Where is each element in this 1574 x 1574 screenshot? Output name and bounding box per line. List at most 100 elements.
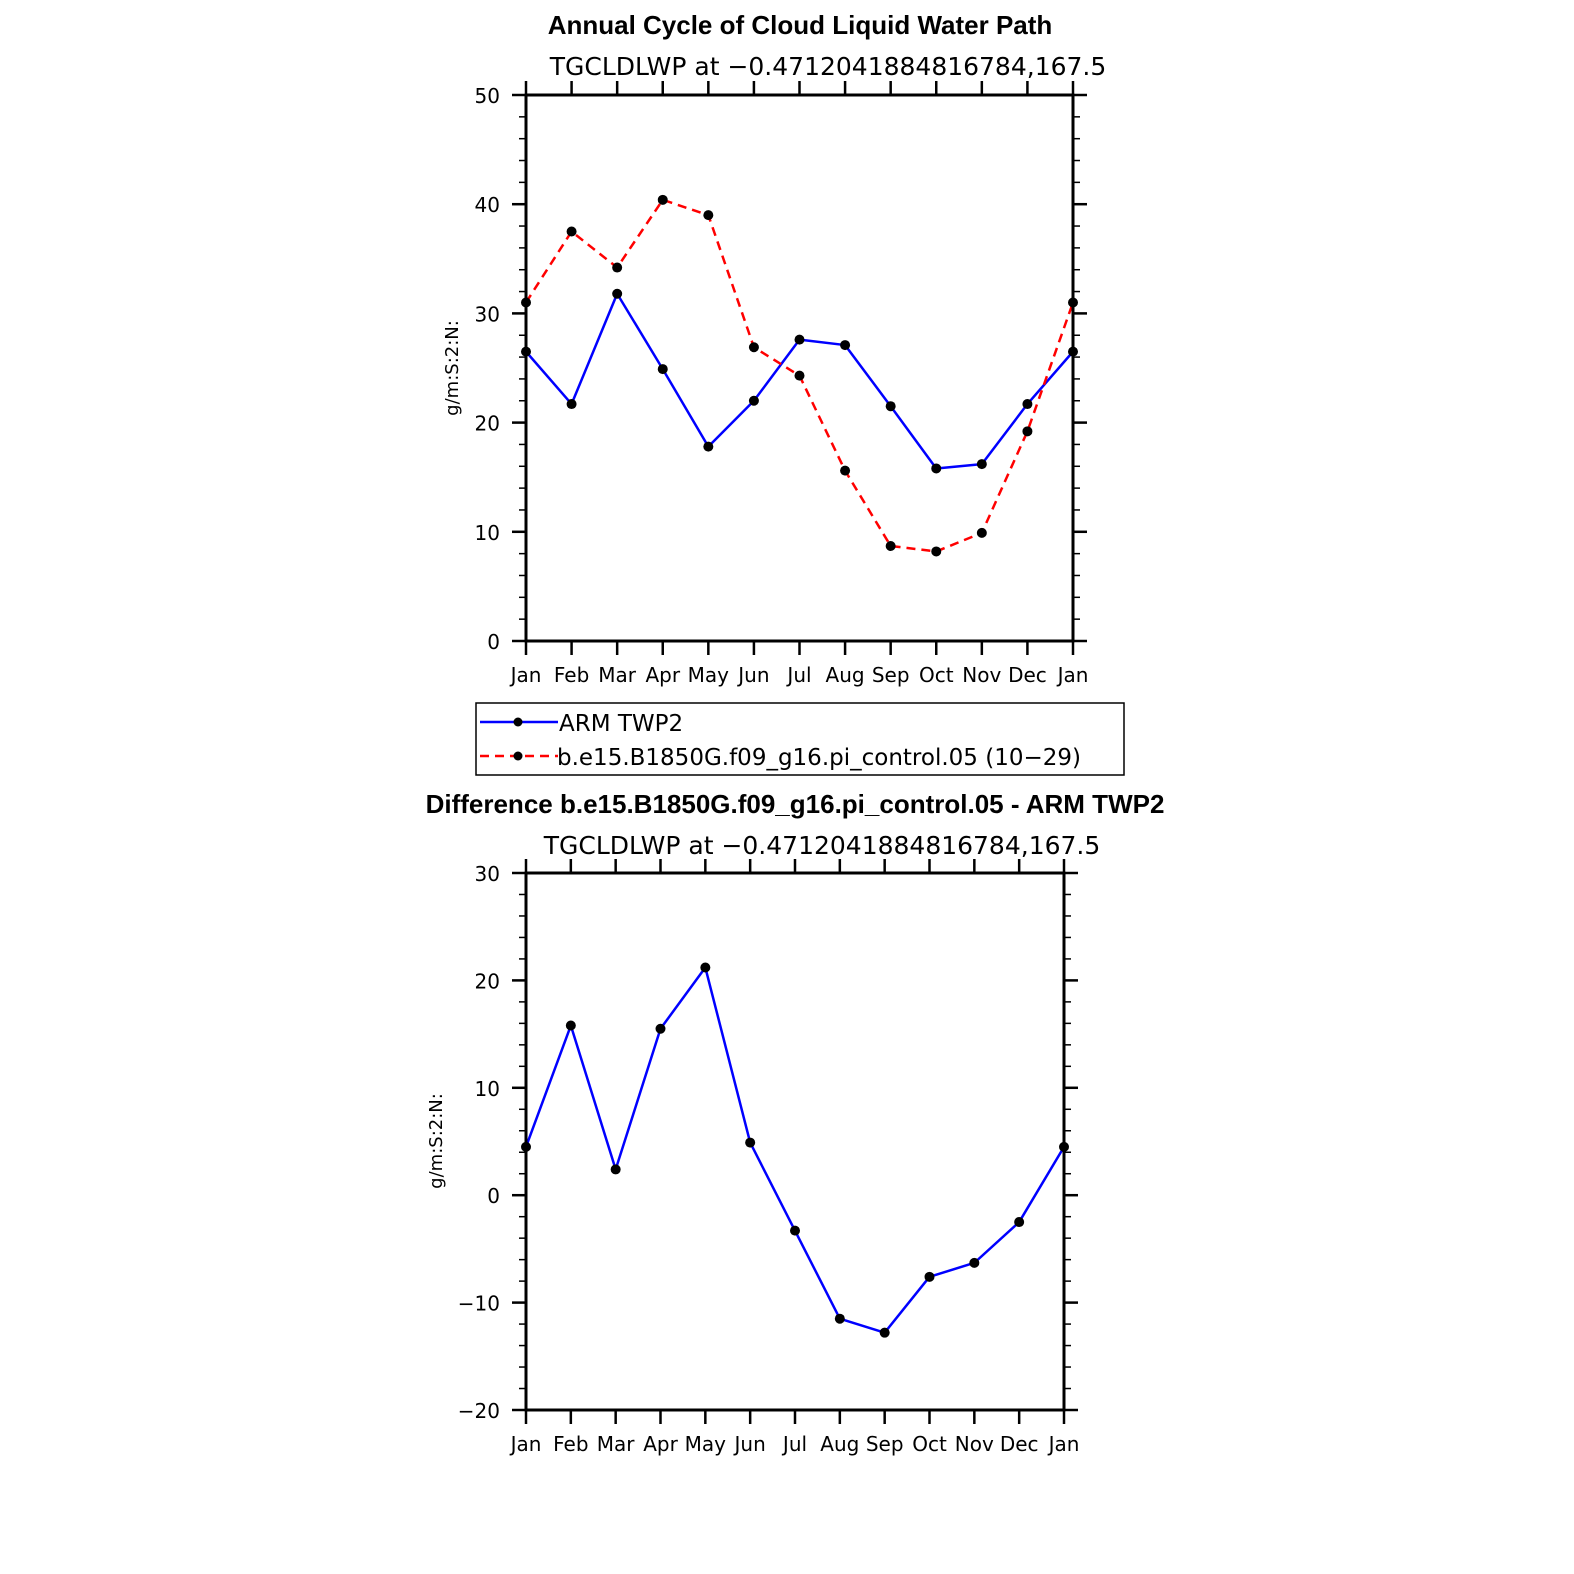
x-tick-label: Aug	[826, 663, 865, 687]
chart-title: Difference b.e15.B1850G.f09_g16.pi_contr…	[426, 789, 1165, 819]
x-tick-label: Nov	[962, 663, 1001, 687]
chart-subtitle: TGCLDLWP at −0.4712041884816784,167.5	[549, 52, 1107, 81]
chart-title: Annual Cycle of Cloud Liquid Water Path	[548, 10, 1053, 40]
data-point	[610, 1164, 621, 1175]
y-tick-label: 30	[475, 302, 500, 326]
data-points	[521, 962, 1069, 1338]
axis-ticks	[512, 81, 1087, 655]
data-point	[1014, 1217, 1025, 1228]
data-point	[1022, 426, 1033, 437]
y-tick-label: 20	[475, 412, 500, 436]
x-tick-label: Sep	[866, 1432, 904, 1456]
data-point	[794, 370, 805, 381]
data-point	[885, 401, 896, 412]
x-tick-label: Dec	[1008, 663, 1047, 687]
x-tick-label: Feb	[554, 663, 589, 687]
data-point	[703, 210, 714, 221]
data-point	[703, 441, 714, 452]
legend-entry-arm-twp2: ARM TWP2	[480, 711, 683, 737]
data-point	[790, 1225, 800, 1236]
y-tick-label: 0	[487, 630, 500, 654]
axis-ticks	[512, 859, 1078, 1424]
x-tick-label: Jun	[736, 663, 769, 687]
x-tick-label: Jul	[785, 663, 811, 687]
data-point	[655, 1023, 666, 1034]
x-tick-label: Aug	[820, 1432, 859, 1456]
data-point	[748, 342, 759, 353]
data-point	[612, 288, 623, 299]
y-tick-label: −20	[458, 1399, 500, 1423]
annual-cycle-chart: Annual Cycle of Cloud Liquid Water Path …	[442, 10, 1106, 687]
data-point	[976, 459, 987, 470]
data-point	[1022, 399, 1033, 410]
data-point	[840, 465, 851, 476]
x-tick-label: Apr	[643, 1432, 678, 1456]
x-tick-label: Jul	[781, 1432, 807, 1456]
x-tick-label: Oct	[912, 1432, 947, 1456]
data-point	[657, 364, 668, 375]
data-point	[976, 527, 987, 538]
data-point	[700, 962, 711, 973]
chart-subtitle: TGCLDLWP at −0.4712041884816784,167.5	[543, 831, 1101, 860]
legend-label-model: b.e15.B1850G.f09_g16.pi_control.05 (10−2…	[557, 745, 1081, 771]
x-tick-label: Nov	[955, 1432, 994, 1456]
x-tick-label: Mar	[598, 663, 637, 687]
series-lines	[524, 966, 1066, 1334]
y-tick-label: 30	[475, 862, 500, 886]
data-point	[745, 1137, 756, 1148]
x-tick-label: Jan	[1047, 1432, 1080, 1456]
difference-chart: Difference b.e15.B1850G.f09_g16.pi_contr…	[426, 789, 1165, 1456]
legend: ARM TWP2 b.e15.B1850G.f09_g16.pi_control…	[475, 702, 1125, 776]
legend-label-arm-twp2: ARM TWP2	[559, 711, 683, 737]
x-tick-labels: Jan Feb Mar Apr May Jun Jul Aug Sep Oct Nov Dec Jan	[509, 663, 1089, 687]
y-axis-label: g/m:S:2:N:	[442, 320, 463, 416]
data-point	[834, 1313, 845, 1324]
y-tick-label: 10	[475, 1077, 500, 1101]
data-point	[612, 262, 623, 273]
plot-frame	[524, 93, 1075, 643]
data-point	[924, 1271, 935, 1282]
x-tick-label: Jan	[1056, 663, 1089, 687]
y-tick-label: 40	[475, 193, 500, 217]
legend-entry-model: b.e15.B1850G.f09_g16.pi_control.05 (10−2…	[480, 745, 1081, 771]
x-tick-label: Oct	[919, 663, 954, 687]
x-tick-label: Sep	[872, 663, 910, 687]
data-point	[566, 226, 577, 237]
legend-marker-arm-twp2	[513, 717, 523, 727]
plot-frame	[524, 871, 1066, 1412]
x-tick-label: May	[685, 1432, 727, 1456]
y-axis-label: g/m:S:2:N:	[426, 1093, 447, 1189]
data-point	[969, 1257, 980, 1268]
x-tick-label: Jun	[733, 1432, 766, 1456]
x-tick-label: Dec	[1000, 1432, 1039, 1456]
y-tick-label: 0	[487, 1184, 500, 1208]
legend-marker-model	[513, 751, 523, 761]
data-point	[657, 194, 668, 205]
y-tick-label: 10	[475, 521, 500, 545]
legend-box	[475, 702, 1125, 776]
data-points	[521, 194, 1078, 557]
data-point	[840, 340, 851, 351]
y-tick-labels: −20 −10 0 10 20 30	[458, 862, 500, 1423]
data-point	[879, 1327, 890, 1338]
x-tick-label: May	[688, 663, 730, 687]
series-line-a	[524, 966, 1066, 1334]
data-point	[794, 334, 805, 345]
data-point	[565, 1020, 576, 1031]
data-point	[748, 395, 759, 406]
y-tick-label: −10	[458, 1292, 500, 1316]
x-tick-label: Jan	[509, 663, 542, 687]
y-tick-label: 20	[475, 969, 500, 993]
data-point	[931, 463, 942, 474]
x-tick-label: Mar	[597, 1432, 636, 1456]
series-line-a	[525, 292, 1074, 470]
x-tick-label: Jan	[509, 1432, 542, 1456]
x-tick-label: Apr	[645, 663, 680, 687]
y-tick-labels: 0 10 20 30 40 50	[475, 84, 500, 654]
x-tick-labels: Jan Feb Mar Apr May Jun Jul Aug Sep Oct Nov Dec Jan	[509, 1432, 1080, 1456]
data-point	[931, 546, 942, 557]
y-tick-label: 50	[475, 84, 500, 108]
data-point	[885, 540, 896, 551]
x-tick-label: Feb	[553, 1432, 588, 1456]
